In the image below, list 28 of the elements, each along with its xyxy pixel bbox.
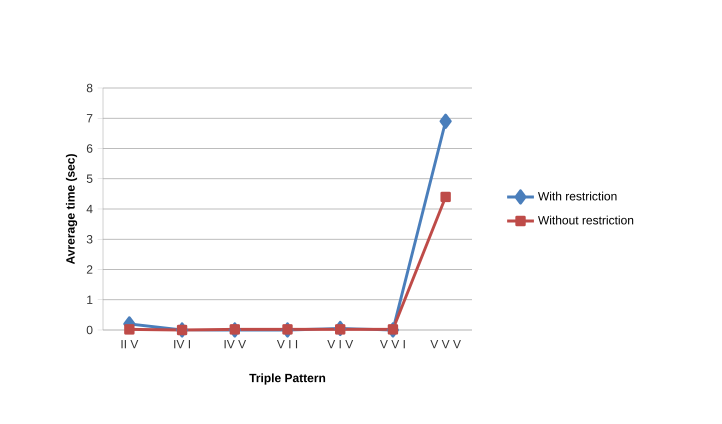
y-tick-label: 4 [86, 204, 93, 214]
y-tick-label: 3 [86, 234, 92, 244]
y-tick-label: 6 [86, 144, 92, 153]
y-tick-label: 8 [86, 84, 92, 92]
x-tick-label: IV I [174, 340, 190, 348]
point [440, 114, 452, 129]
x-tick-label: V V V [430, 340, 461, 348]
y-tick-label: 1 [87, 296, 92, 304]
x-tick-label: II V [121, 340, 138, 348]
x-axis-title: Triple Pattern [249, 373, 326, 385]
x-tick-label: IV V [224, 340, 246, 348]
legend-label: With restriction [538, 192, 616, 200]
point [335, 324, 346, 335]
point [230, 324, 240, 335]
y-axis-title: Avrerage time (sec) [66, 154, 78, 264]
y-tick-label: 2 [86, 265, 92, 274]
y-tick-label: 0 [86, 326, 92, 334]
x-tick-label: V I I [276, 340, 298, 348]
point [440, 192, 451, 202]
legend-label: Without restriction [538, 216, 634, 224]
point [388, 324, 398, 335]
point [124, 324, 135, 335]
y-tick-label: 7 [86, 114, 92, 122]
y-tick-label: 5 [86, 174, 92, 183]
point [282, 324, 293, 335]
x-tick-label: V I V [327, 340, 354, 348]
point [176, 324, 188, 336]
x-tick-label: V V I [380, 340, 405, 348]
